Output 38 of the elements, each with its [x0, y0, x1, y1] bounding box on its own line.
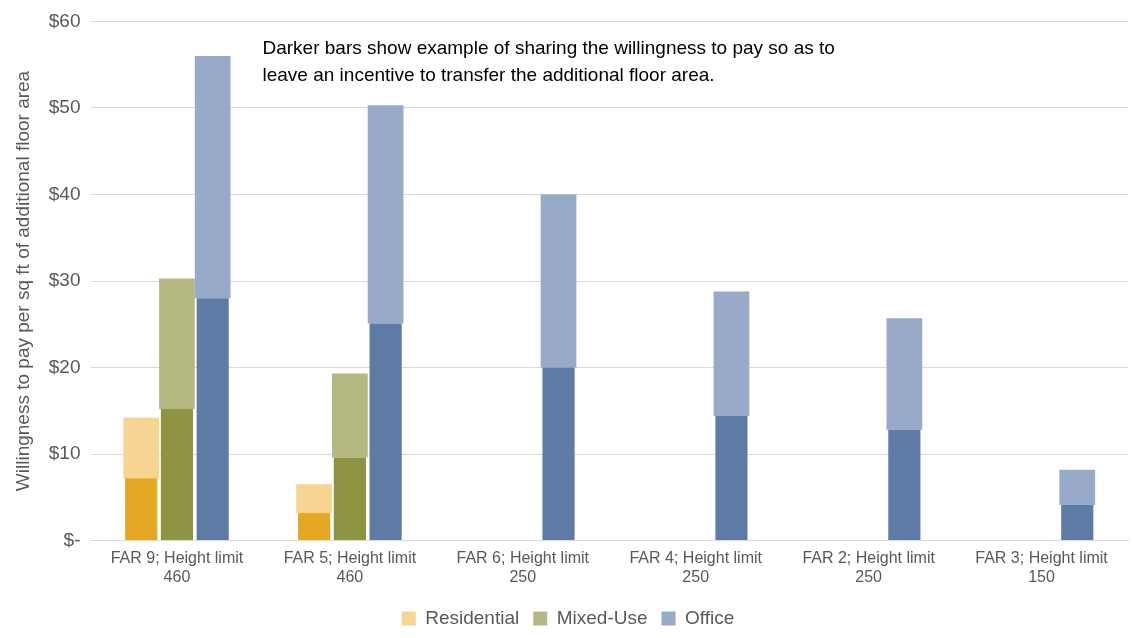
bar	[1059, 469, 1096, 506]
bar	[298, 512, 331, 541]
x-tick-label: FAR 9; Height limit 460	[110, 548, 244, 585]
x-tick-label: FAR 4; Height limit 250	[629, 548, 763, 585]
x-tick-label: FAR 2; Height limit 250	[802, 548, 936, 585]
bar	[160, 409, 194, 541]
y-tick-label: $30	[48, 269, 81, 291]
legend-label: Office	[685, 606, 735, 628]
y-axis-title: Willingness to pay per sq ft of additional floor area	[11, 70, 33, 492]
y-tick-label: $20	[48, 355, 81, 377]
bar	[1061, 505, 1094, 541]
annotation: Darker bars show example of sharing the willingness to pay so as to leave an incentive to transfer the additional floor area.	[262, 37, 835, 86]
legend-label: Mixed-Use	[556, 606, 648, 628]
y-tick-label: $40	[48, 182, 81, 204]
bar	[123, 417, 160, 479]
y-tick-label: $60	[48, 9, 81, 31]
x-tick-label: FAR 5; Height limit 460	[283, 548, 417, 585]
bar	[125, 478, 158, 541]
x-tick-label: FAR 6; Height limit 250	[456, 548, 590, 585]
bar	[194, 56, 231, 299]
bar	[367, 105, 404, 324]
x-tick-label: FAR 3; Height limit 150	[975, 548, 1109, 585]
bar	[333, 457, 366, 541]
legend-label: Residential	[425, 606, 520, 628]
bar	[332, 373, 368, 458]
bar	[369, 323, 402, 541]
bar	[540, 194, 577, 368]
bar	[159, 278, 195, 410]
y-tick-label: $50	[48, 96, 81, 118]
y-tick-label: $10	[48, 442, 81, 464]
bar	[886, 318, 923, 430]
bar	[888, 429, 921, 541]
bar	[196, 298, 229, 541]
y-tick-label: $-	[63, 528, 81, 550]
bar	[715, 415, 748, 541]
bar	[542, 367, 575, 541]
bar	[713, 291, 750, 416]
bar	[296, 484, 333, 513]
